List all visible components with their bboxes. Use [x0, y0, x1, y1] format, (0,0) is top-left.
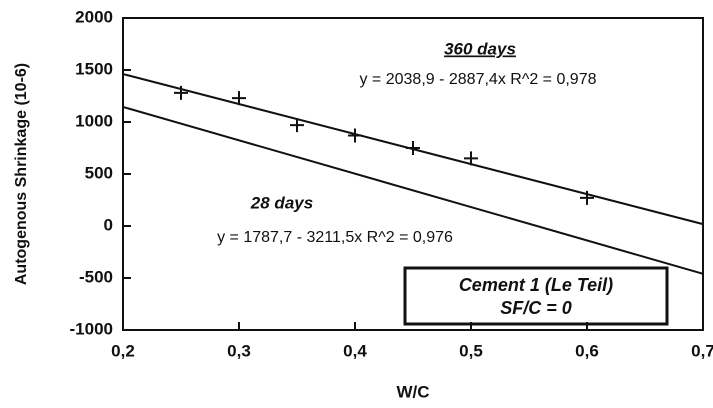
x-axis-label: W/C [396, 382, 429, 401]
data-point [174, 85, 188, 100]
y-tick-label: 2000 [75, 7, 113, 26]
box-text: SF/C = 0 [500, 298, 572, 318]
x-tick-label: 0,4 [343, 341, 367, 360]
y-axis-label: Autogenous Shrinkage (10-6) [13, 63, 30, 285]
data-point [406, 141, 420, 155]
y-tick-label: -1000 [70, 319, 113, 338]
y-tick-label: 1500 [75, 59, 113, 78]
data-point [464, 151, 478, 166]
y-tick-label: 0 [104, 215, 113, 234]
box-text: Cement 1 (Le Teil) [459, 275, 613, 295]
x-tick-label: 0,2 [111, 341, 135, 360]
series-label: 360 days [444, 39, 516, 58]
data-point [290, 118, 304, 133]
data-point [348, 128, 362, 143]
equation: y = 1787,7 - 3211,5x R^2 = 0,976 [217, 229, 453, 246]
y-tick-label: 1000 [75, 111, 113, 130]
x-tick-label: 0,7 [691, 341, 713, 360]
y-tick-label: 500 [85, 163, 113, 182]
regression-line [122, 105, 704, 275]
data-point [232, 91, 246, 106]
info-box [403, 266, 669, 326]
data-point [580, 190, 594, 205]
x-tick-label: 0,3 [227, 341, 251, 360]
series-label: 28 days [250, 193, 313, 212]
x-tick-label: 0,6 [575, 341, 599, 360]
y-tick-label: -500 [79, 267, 113, 286]
equation: y = 2038,9 - 2887,4x R^2 = 0,978 [359, 71, 596, 88]
x-tick-label: 0,5 [459, 341, 483, 360]
